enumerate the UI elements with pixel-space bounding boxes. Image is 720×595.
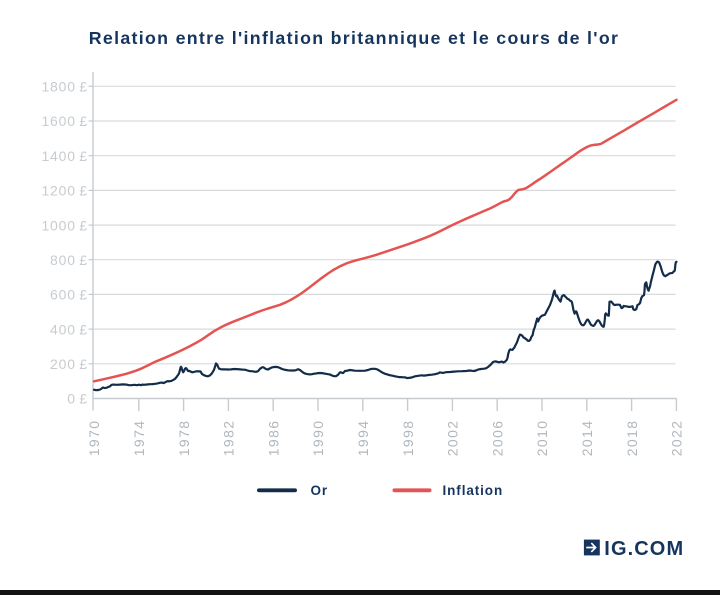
svg-text:1970: 1970 — [86, 420, 102, 457]
svg-text:IG.COM: IG.COM — [604, 538, 684, 560]
svg-text:2018: 2018 — [624, 420, 640, 457]
svg-text:1978: 1978 — [176, 420, 192, 457]
svg-text:0 £: 0 £ — [67, 391, 88, 407]
svg-text:2010: 2010 — [534, 420, 550, 457]
svg-text:1998: 1998 — [400, 420, 416, 457]
svg-text:200 £: 200 £ — [50, 356, 88, 372]
svg-text:1974: 1974 — [131, 420, 147, 457]
svg-text:1982: 1982 — [221, 420, 237, 457]
svg-text:1994: 1994 — [355, 420, 371, 457]
svg-text:1800 £: 1800 £ — [41, 79, 88, 95]
svg-text:1200 £: 1200 £ — [41, 183, 88, 199]
svg-text:1986: 1986 — [265, 420, 281, 457]
svg-text:1600 £: 1600 £ — [41, 113, 88, 129]
svg-text:800 £: 800 £ — [50, 252, 88, 268]
svg-text:1000 £: 1000 £ — [41, 217, 88, 233]
svg-text:Inflation: Inflation — [443, 483, 504, 498]
svg-text:2014: 2014 — [579, 420, 595, 457]
svg-text:600 £: 600 £ — [50, 287, 88, 303]
svg-text:2006: 2006 — [489, 420, 505, 457]
svg-text:Or: Or — [311, 483, 329, 498]
svg-text:400 £: 400 £ — [50, 321, 88, 337]
svg-text:2002: 2002 — [445, 420, 461, 457]
svg-text:1990: 1990 — [310, 420, 326, 457]
svg-text:2022: 2022 — [669, 420, 685, 457]
svg-text:1400 £: 1400 £ — [41, 148, 88, 164]
